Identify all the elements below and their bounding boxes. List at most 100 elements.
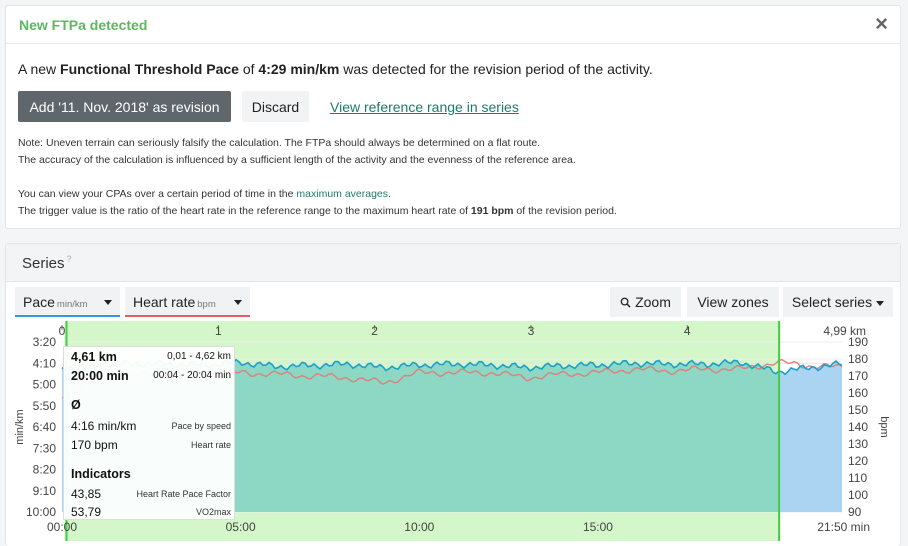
ftpa-alert: New FTPa detected × A new Functional Thr…	[5, 5, 901, 229]
pace-tick-label: 10:00	[26, 505, 56, 519]
hr-tick-label: 100	[848, 488, 868, 502]
pace-tick-label: 9:10	[33, 484, 57, 498]
tooltip-distance-range: 0,01 - 4,62 km	[167, 351, 231, 362]
chart-tooltip: 4,61 km 0,01 - 4,62 km 20:00 min 00:04 -…	[63, 346, 235, 520]
zoom-icon	[620, 297, 631, 308]
km-tick-label: 3	[528, 324, 535, 338]
tooltip-distance: 4,61 km	[71, 350, 117, 364]
alert-title: New FTPa detected	[19, 17, 148, 33]
tooltip-vo2-desc: VO2max	[195, 507, 231, 517]
km-total-label: 4,99 km	[823, 324, 866, 338]
pace-tick-label: 7:30	[33, 441, 57, 455]
series-title: Series?	[22, 254, 72, 272]
hr-tick-label: 190	[848, 335, 868, 349]
series-title-text: Series	[22, 255, 65, 272]
hr-tick-label: 90	[848, 505, 862, 519]
hr-axis-label: bpm	[878, 416, 890, 437]
km-tick-label: 1	[215, 324, 222, 338]
pace-area-selected	[64, 359, 780, 512]
tooltip-indicators-row: Indicators	[71, 467, 231, 485]
pace-tick-label: 3:20	[33, 335, 57, 349]
maximum-averages-link[interactable]: maximum averages	[296, 188, 389, 200]
hr-tick-label: 180	[848, 352, 868, 366]
alert-header: New FTPa detected ×	[6, 6, 900, 44]
message-post: was detected for the revision period of …	[339, 61, 653, 77]
chevron-down-icon	[104, 300, 112, 305]
hr-tick-label: 150	[848, 403, 868, 417]
hr-label: Heart rate	[133, 294, 196, 310]
tooltip-pace-row: 4:16 min/km Pace by speed	[71, 419, 231, 437]
note-trigger: The trigger value is the ratio of the he…	[18, 203, 617, 220]
km-tick-label: 0	[59, 324, 66, 338]
tooltip-avg-row: Ø	[71, 398, 231, 416]
note-cpa-pre: You can view your CPAs over a certain pe…	[18, 188, 297, 200]
hr-tick-label: 140	[848, 420, 868, 434]
add-revision-button[interactable]: Add '11. Nov. 2018' as revision	[18, 91, 231, 122]
hr-tick-label: 110	[848, 471, 867, 485]
tooltip-hr-desc: Heart rate	[190, 440, 231, 450]
chevron-down-icon	[234, 300, 242, 305]
pace-axis-label: min/km	[14, 409, 26, 444]
ftpa-value: 4:29 min/km	[258, 61, 340, 77]
pace-tick-label: 5:50	[33, 399, 57, 413]
tooltip-time-range: 00:04 - 20:04 min	[153, 370, 231, 381]
note-cpa: You can view your CPAs over a certain pe…	[18, 186, 617, 203]
pace-series-dropdown[interactable]: Pace min/km	[15, 287, 120, 317]
time-tick-label: 10:00	[404, 520, 434, 534]
pace-tick-label: 6:40	[33, 420, 57, 434]
hr-tick-label: 170	[848, 369, 868, 383]
zoom-button[interactable]: Zoom	[610, 287, 681, 317]
view-reference-range-link[interactable]: View reference range in series	[330, 99, 519, 115]
tooltip-pace-desc: Pace by speed	[171, 421, 231, 431]
hr-tick-label: 160	[848, 386, 868, 400]
time-tick-label: 05:00	[226, 520, 256, 534]
view-zones-button[interactable]: View zones	[687, 287, 779, 317]
note-trigger-pre: The trigger value is the ratio of the he…	[18, 205, 471, 217]
note-trigger-post: of the revision period.	[513, 205, 617, 217]
time-tick-label: 00:00	[47, 520, 77, 534]
hr-tick-label: 120	[848, 454, 868, 468]
note-accuracy: The accuracy of the calculation is influ…	[18, 154, 576, 166]
tooltip-pace-value: 4:16 min/km	[71, 419, 137, 433]
alert-message: A new Functional Threshold Pace of 4:29 …	[18, 61, 653, 77]
alert-notes: Note: Uneven terrain can seriously falsi…	[18, 135, 617, 220]
tooltip-vo2-value: 53,79	[71, 505, 102, 519]
hr-tick-label: 130	[848, 437, 868, 451]
tooltip-hrpf-row: 43,85 Heart Rate Pace Factor	[71, 487, 231, 505]
zoom-label: Zoom	[635, 294, 671, 310]
message-pre: A new	[18, 61, 61, 77]
help-icon[interactable]: ?	[66, 254, 72, 264]
heart-rate-series-dropdown[interactable]: Heart rate bpm	[125, 287, 250, 317]
tooltip-indicators: Indicators	[71, 467, 131, 481]
note-cpa-post: .	[388, 188, 391, 200]
close-icon[interactable]: ×	[875, 11, 888, 36]
series-header: Series?	[6, 244, 900, 282]
discard-button[interactable]: Discard	[242, 91, 309, 122]
km-tick-label: 2	[371, 324, 378, 338]
pace-label: Pace	[23, 294, 55, 310]
pace-tick-label: 8:20	[33, 463, 57, 477]
tooltip-hr-value: 170 bpm	[71, 438, 118, 452]
hr-unit: bpm	[197, 299, 216, 310]
average-symbol: Ø	[71, 398, 81, 412]
tooltip-vo2-row: 53,79 VO2max	[71, 505, 231, 523]
select-series-button[interactable]: Select series	[783, 287, 893, 317]
tooltip-hrpf-desc: Heart Rate Pace Factor	[136, 489, 231, 499]
pace-unit: min/km	[56, 299, 88, 310]
chevron-down-icon	[876, 300, 885, 306]
message-mid: of	[238, 61, 259, 77]
note-terrain: Note: Uneven terrain can seriously falsi…	[18, 137, 541, 149]
tooltip-hr-row: 170 bpm Heart rate	[71, 438, 231, 456]
time-total-label: 21:50 min	[817, 520, 870, 534]
message-strong: Functional Threshold Pace	[60, 61, 239, 77]
km-tick-label: 4	[684, 324, 691, 338]
tooltip-hrpf-value: 43,85	[71, 487, 102, 501]
tooltip-distance-row: 4,61 km 0,01 - 4,62 km	[71, 350, 231, 368]
time-tick-label: 15:00	[583, 520, 613, 534]
pace-tick-label: 4:10	[33, 356, 57, 370]
pace-tick-label: 5:00	[33, 378, 57, 392]
max-heart-rate: 191 bpm	[470, 205, 514, 217]
select-series-label: Select series	[791, 294, 873, 310]
tooltip-time-row: 20:00 min 00:04 - 20:04 min	[71, 369, 231, 387]
